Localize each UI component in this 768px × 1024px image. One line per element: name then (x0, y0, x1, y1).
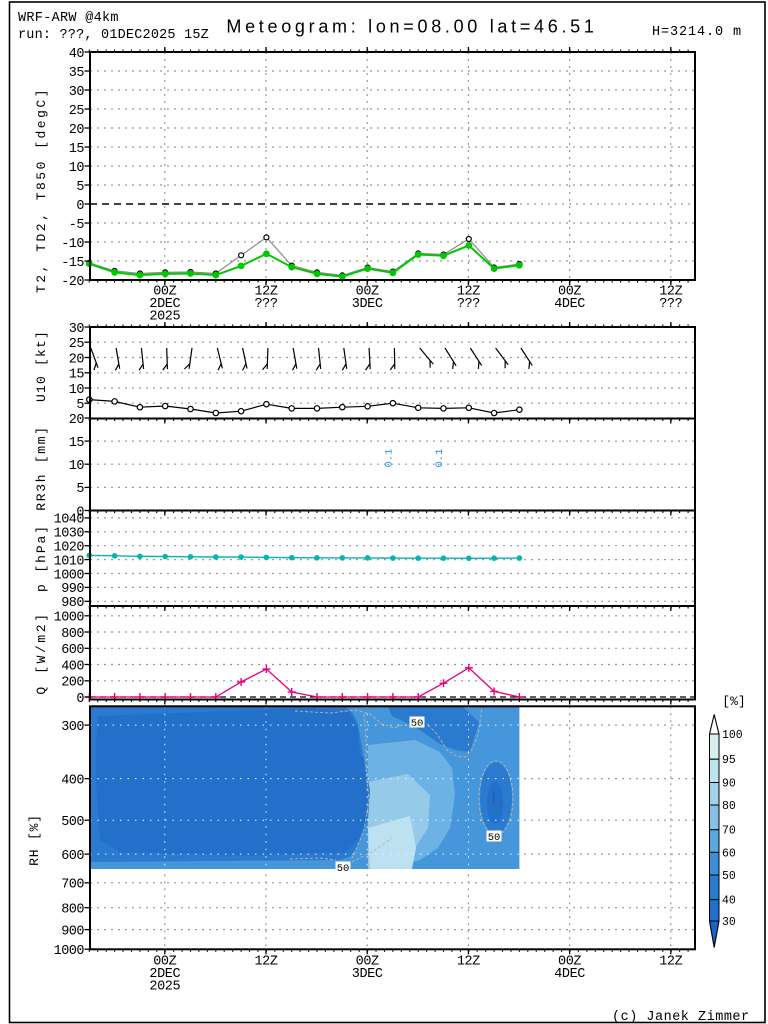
svg-text:-10: -10 (61, 237, 84, 252)
svg-text:600: 600 (61, 643, 84, 658)
svg-text:2025: 2025 (149, 980, 180, 995)
svg-text:12Z: 12Z (659, 285, 682, 300)
svg-text:12Z: 12Z (457, 285, 480, 300)
svg-text:15: 15 (69, 368, 85, 383)
svg-text:run: ???, 01DEC2025 15Z: run: ???, 01DEC2025 15Z (18, 28, 209, 43)
svg-text:12Z: 12Z (457, 955, 480, 970)
svg-text:U10 [kt]: U10 [kt] (34, 330, 49, 402)
svg-text:WRF-ARW @4km: WRF-ARW @4km (18, 11, 119, 26)
svg-text:0.1: 0.1 (434, 449, 446, 468)
svg-text:80: 80 (722, 800, 736, 813)
svg-text:2025: 2025 (149, 310, 180, 325)
svg-text:800: 800 (61, 627, 84, 642)
svg-text:RR3h [mm]: RR3h [mm] (34, 425, 49, 511)
svg-text:50: 50 (722, 870, 736, 883)
svg-text:[%]: [%] (722, 694, 745, 709)
svg-text:20: 20 (69, 413, 85, 428)
svg-text:Meteogram: lon=08.00 lat=46.51: Meteogram: lon=08.00 lat=46.51 (226, 17, 597, 37)
svg-text:-5: -5 (69, 218, 85, 233)
svg-text:T2, TD2, T850 [degC]: T2, TD2, T850 [degC] (34, 87, 49, 293)
svg-text:600: 600 (61, 849, 84, 864)
svg-text:0: 0 (76, 505, 84, 520)
svg-text:40: 40 (69, 47, 85, 62)
svg-text:4DEC: 4DEC (554, 967, 585, 982)
svg-text:15: 15 (69, 142, 85, 157)
svg-text:5: 5 (76, 180, 84, 195)
svg-text:200: 200 (61, 676, 84, 691)
svg-text:12Z: 12Z (254, 285, 277, 300)
svg-text:900: 900 (61, 924, 84, 939)
svg-text:0: 0 (76, 692, 84, 707)
svg-text:???: ??? (457, 297, 480, 312)
svg-text:-20: -20 (61, 275, 84, 290)
svg-text:20: 20 (69, 123, 85, 138)
svg-text:40: 40 (722, 895, 736, 908)
svg-text:1000: 1000 (54, 944, 85, 959)
svg-text:10: 10 (69, 459, 85, 474)
svg-text:00Z: 00Z (558, 285, 581, 300)
svg-text:p [hPa]: p [hPa] (34, 524, 49, 592)
svg-text:400: 400 (61, 659, 84, 674)
svg-text:12Z: 12Z (659, 955, 682, 970)
svg-text:25: 25 (69, 337, 85, 352)
svg-text:H=3214.0 m: H=3214.0 m (652, 25, 742, 40)
svg-text:RH [%]: RH [%] (27, 814, 42, 866)
svg-text:800: 800 (61, 903, 84, 918)
svg-text:980: 980 (61, 596, 84, 611)
svg-text:70: 70 (722, 825, 736, 838)
svg-text:2DEC: 2DEC (149, 297, 180, 312)
svg-text:90: 90 (722, 778, 736, 791)
svg-text:500: 500 (61, 815, 84, 830)
svg-text:10: 10 (69, 161, 85, 176)
svg-text:1000: 1000 (54, 611, 85, 626)
svg-text:60: 60 (722, 847, 736, 860)
svg-text:30: 30 (69, 322, 85, 337)
svg-text:Q [W/m2]: Q [W/m2] (34, 611, 49, 694)
svg-text:2DEC: 2DEC (149, 967, 180, 982)
svg-text:5: 5 (76, 482, 84, 497)
svg-text:35: 35 (69, 66, 85, 81)
svg-text:00Z: 00Z (153, 955, 176, 970)
svg-text:100: 100 (722, 729, 743, 742)
svg-text:990: 990 (61, 582, 84, 597)
svg-text:1020: 1020 (54, 541, 85, 556)
svg-text:4DEC: 4DEC (554, 297, 585, 312)
svg-text:0.1: 0.1 (384, 449, 396, 468)
svg-text:(c) Janek Zimmer: (c) Janek Zimmer (612, 1010, 750, 1024)
svg-text:1010: 1010 (54, 554, 85, 569)
svg-text:5: 5 (76, 398, 84, 413)
svg-text:???: ??? (254, 297, 277, 312)
svg-text:3DEC: 3DEC (352, 297, 383, 312)
svg-text:00Z: 00Z (356, 285, 379, 300)
svg-text:10: 10 (69, 383, 85, 398)
svg-text:-15: -15 (61, 256, 84, 271)
svg-text:0: 0 (76, 199, 84, 214)
svg-text:700: 700 (61, 878, 84, 893)
svg-text:1040: 1040 (54, 513, 85, 528)
svg-text:400: 400 (61, 773, 84, 788)
svg-text:300: 300 (61, 720, 84, 735)
svg-text:00Z: 00Z (153, 285, 176, 300)
svg-text:00Z: 00Z (356, 955, 379, 970)
svg-text:30: 30 (722, 916, 736, 929)
svg-text:15: 15 (69, 436, 85, 451)
svg-text:95: 95 (722, 754, 736, 767)
svg-text:30: 30 (69, 85, 85, 100)
svg-text:3DEC: 3DEC (352, 967, 383, 982)
svg-text:00Z: 00Z (558, 955, 581, 970)
svg-text:20: 20 (69, 352, 85, 367)
svg-text:???: ??? (659, 297, 682, 312)
svg-text:1000: 1000 (54, 568, 85, 583)
svg-text:1030: 1030 (54, 527, 85, 542)
svg-text:12Z: 12Z (254, 955, 277, 970)
svg-text:50: 50 (488, 832, 501, 844)
svg-text:25: 25 (69, 104, 85, 119)
svg-text:50: 50 (337, 863, 350, 875)
svg-text:50: 50 (411, 718, 424, 730)
